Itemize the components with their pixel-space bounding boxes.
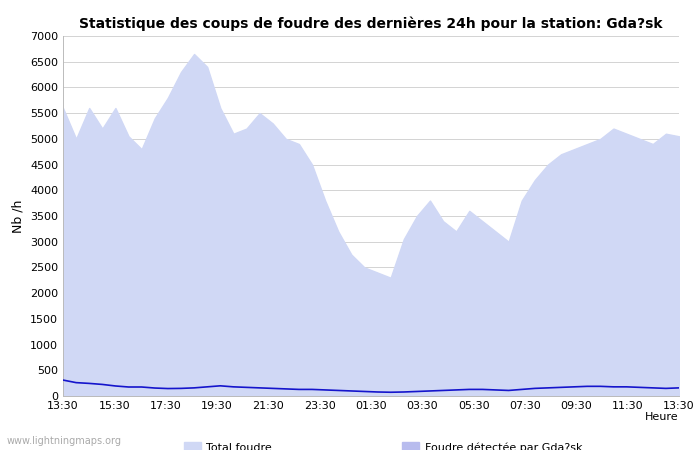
Text: Heure: Heure [645, 412, 679, 422]
Y-axis label: Nb /h: Nb /h [11, 199, 25, 233]
Text: www.lightningmaps.org: www.lightningmaps.org [7, 436, 122, 446]
Title: Statistique des coups de foudre des dernières 24h pour la station: Gda?sk: Statistique des coups de foudre des dern… [79, 16, 663, 31]
Legend: Total foudre, Moyenne de toutes les stations, Foudre détectée par Gda?sk: Total foudre, Moyenne de toutes les stat… [179, 437, 587, 450]
